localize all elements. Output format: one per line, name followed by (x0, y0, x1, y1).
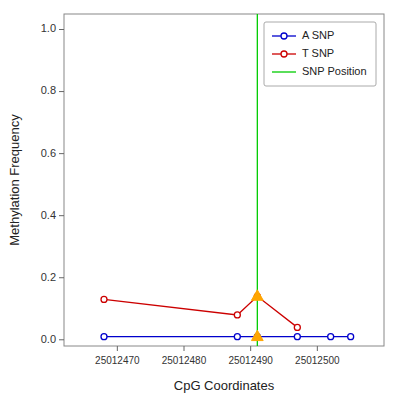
y-tick (59, 215, 64, 216)
plot-frame (64, 14, 384, 346)
x-axis: 25012470 25012480 25012490 25012500 (95, 346, 340, 366)
x-tick-label: 25012470 (95, 355, 140, 366)
y-tick (59, 339, 64, 340)
y-tick-label: 0.4 (41, 209, 56, 221)
legend-label: A SNP (302, 29, 334, 41)
point-marker (294, 324, 300, 330)
y-tick-label: 0.2 (41, 271, 56, 283)
legend-marker (281, 51, 287, 57)
legend: A SNP T SNP SNP Position (264, 22, 376, 86)
point-marker (328, 334, 334, 340)
series (101, 334, 354, 340)
x-tick-label: 25012480 (162, 355, 207, 366)
y-tick (59, 91, 64, 92)
y-tick-label: 0.0 (41, 333, 56, 345)
triangle-marker (251, 330, 263, 340)
point-marker (234, 334, 240, 340)
x-tick (184, 346, 185, 351)
x-tick-label: 25012490 (228, 355, 273, 366)
point-marker (294, 334, 300, 340)
series-line (104, 296, 297, 327)
x-tick (250, 346, 251, 351)
y-tick-label: 1.0 (41, 22, 56, 34)
x-tick (117, 346, 118, 351)
legend-marker (281, 33, 287, 39)
series (251, 290, 263, 341)
series (101, 293, 300, 330)
y-tick (59, 29, 64, 30)
point-marker (101, 334, 107, 340)
triangle-marker (251, 290, 263, 300)
y-tick (59, 277, 64, 278)
y-tick-label: 0.8 (41, 84, 56, 96)
chart: 0.00.20.40.60.81.02501247025012480250124… (0, 0, 400, 400)
y-tick-label: 0.6 (41, 147, 56, 159)
y-axis-label: Methylation Frequency (7, 114, 22, 246)
y-axis: 0.0 0.2 0.4 0.6 0.8 1.0 (41, 22, 64, 344)
point-marker (101, 296, 107, 302)
y-tick (59, 153, 64, 154)
point-marker (234, 312, 240, 318)
legend-label: T SNP (302, 47, 334, 59)
legend-swatch (272, 71, 296, 72)
legend-box (264, 22, 376, 86)
x-tick-label: 25012500 (295, 355, 340, 366)
legend-label: SNP Position (302, 65, 367, 77)
series-line (104, 336, 351, 337)
x-axis-label: CpG Coordinates (174, 378, 275, 393)
x-tick (317, 346, 318, 351)
point-marker (348, 334, 354, 340)
